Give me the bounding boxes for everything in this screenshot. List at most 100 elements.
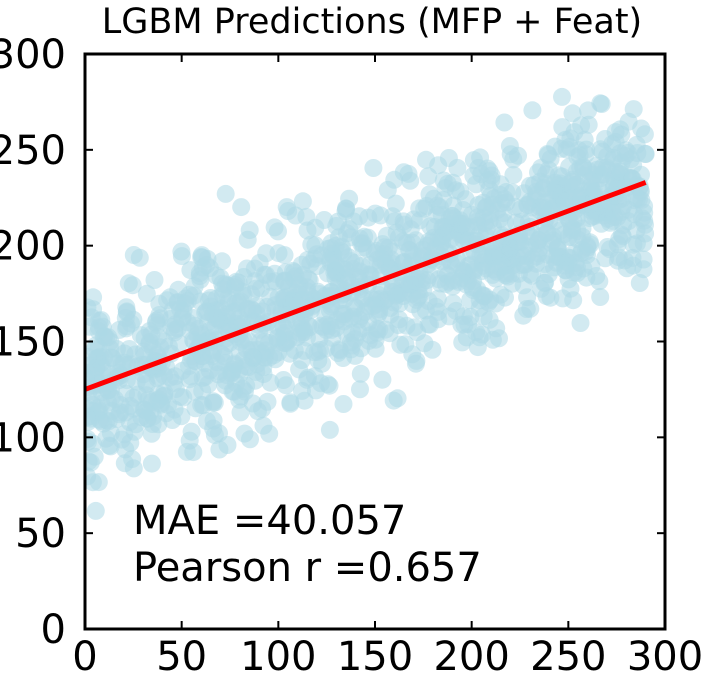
scatter-point: [608, 251, 627, 270]
scatter-point: [89, 338, 108, 357]
scatter-point: [254, 348, 273, 367]
scatter-point: [288, 328, 306, 347]
scatter-point: [448, 158, 467, 177]
scatter-point: [137, 284, 156, 303]
scatter-point: [584, 165, 603, 184]
scatter-point: [520, 176, 539, 195]
scatter-point: [250, 253, 269, 272]
scatter-point: [588, 204, 606, 223]
scatter-point: [184, 443, 203, 462]
scatter-point: [268, 328, 287, 347]
scatter-point: [555, 256, 574, 275]
scatter-point: [88, 403, 107, 422]
scatter-point: [496, 266, 515, 285]
y-axis-tick-labels: 0 50 100 150 200 250 300: [0, 32, 66, 653]
scatter-point: [235, 424, 254, 443]
x-tick-label: 0: [72, 634, 97, 675]
scatter-point: [471, 148, 490, 167]
scatter-point: [390, 310, 409, 329]
scatter-point: [140, 322, 159, 341]
scatter-point: [521, 299, 540, 318]
scatter-point: [596, 130, 615, 148]
scatter-point: [636, 144, 655, 163]
scatter-point: [123, 276, 142, 295]
scatter-point: [232, 198, 251, 217]
scatter-point: [560, 157, 579, 176]
scatter-point: [246, 272, 265, 291]
scatter-point: [216, 376, 235, 395]
scatter-point: [85, 300, 103, 319]
scatter-point: [423, 340, 442, 359]
scatter-point: [85, 368, 95, 387]
scatter-point: [383, 207, 402, 226]
scatter-point: [426, 297, 445, 316]
scatter-point: [417, 150, 435, 169]
scatter-point: [320, 376, 339, 395]
y-tick-label: 100: [0, 415, 66, 461]
scatter-point: [497, 183, 516, 201]
scatter-point: [306, 381, 325, 400]
scatter-point: [352, 339, 371, 358]
scatter-point: [632, 119, 651, 138]
scatter-point: [418, 237, 437, 255]
scatter-point: [216, 184, 235, 203]
scatter-point: [281, 394, 300, 413]
scatter-point: [172, 242, 191, 261]
scatter-point: [261, 287, 280, 306]
scatter-point: [571, 314, 590, 332]
scatter-point: [286, 206, 305, 225]
scatter-point: [407, 351, 426, 370]
y-tick-label: 200: [0, 224, 66, 270]
scatter-point: [629, 190, 648, 209]
scatter-point: [406, 272, 425, 291]
scatter-point: [361, 326, 380, 345]
scatter-point: [182, 367, 201, 386]
scatter-point: [619, 144, 637, 162]
scatter-point: [275, 246, 294, 265]
scatter-point: [630, 274, 649, 292]
scatter-point: [282, 293, 301, 312]
x-axis-tick-labels: 0 50 100 150 200 250 300: [72, 634, 701, 675]
scatter-point: [124, 246, 143, 264]
scatter-point: [562, 218, 581, 237]
scatter-point: [274, 371, 293, 389]
scatter-point: [231, 292, 250, 311]
scatter-point: [302, 235, 321, 254]
scatter-point: [509, 264, 528, 283]
scatter-point: [477, 197, 496, 216]
scatter-point: [383, 254, 402, 273]
y-tick-label: 250: [0, 128, 66, 174]
scatter-point: [484, 244, 503, 263]
scatter-point: [636, 224, 655, 243]
scatter-point: [122, 314, 140, 333]
scatter-point: [86, 501, 105, 520]
scatter-point: [340, 189, 359, 208]
scatter-point: [529, 163, 547, 182]
scatter-points: [85, 87, 655, 520]
scatter-point: [447, 301, 466, 320]
mae-annotation: MAE =40.057: [133, 498, 406, 544]
scatter-point: [553, 87, 571, 106]
scatter-point: [292, 255, 311, 274]
y-tick-label: 300: [0, 32, 66, 78]
scatter-point: [170, 334, 189, 353]
scatter-point: [567, 189, 586, 208]
scatter-point: [561, 279, 580, 298]
y-tick-label: 0: [41, 607, 66, 653]
scatter-point: [453, 333, 472, 352]
scatter-point: [611, 120, 630, 139]
scatter-point: [308, 342, 327, 361]
scatter-point: [444, 271, 463, 290]
scatter-point: [534, 198, 553, 217]
scatter-point: [204, 305, 223, 324]
scatter-point: [430, 198, 449, 217]
scatter-point: [523, 101, 542, 120]
scatter-point: [293, 192, 312, 211]
x-tick-label: 300: [627, 634, 701, 675]
scatter-point: [451, 182, 470, 201]
scatter-point: [157, 404, 176, 423]
x-tick-label: 200: [433, 634, 509, 675]
y-tick-label: 150: [0, 320, 66, 366]
scatter-point: [624, 100, 643, 119]
scatter-point: [535, 274, 554, 292]
